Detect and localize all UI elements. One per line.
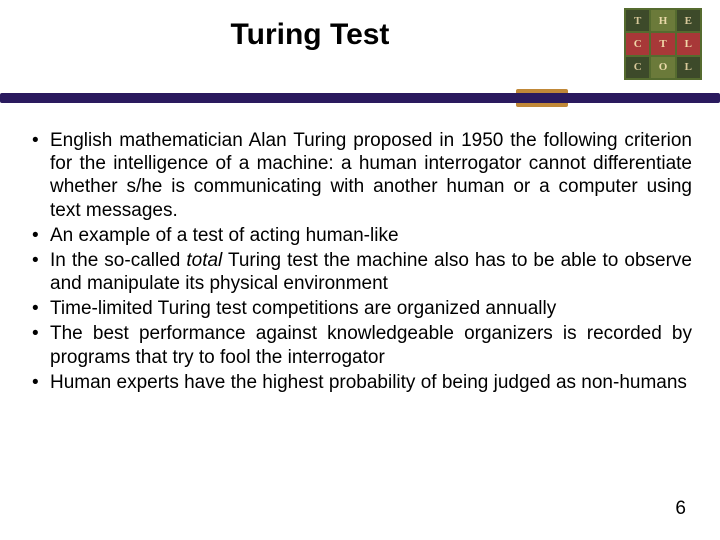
bullet-item: The best performance against knowledgeab… <box>28 322 692 368</box>
bullet-item: In the so-called total Turing test the m… <box>28 249 692 295</box>
logo-cell: C <box>626 57 649 78</box>
logo-cell: L <box>677 57 700 78</box>
logo-cell: E <box>677 10 700 31</box>
logo-cell: T <box>651 33 674 54</box>
divider <box>0 89 720 107</box>
bullet-text: An example of a test of acting human-lik… <box>50 225 399 246</box>
logo-cell: C <box>626 33 649 54</box>
bullet-item: Human experts have the highest probabili… <box>28 371 692 394</box>
divider-bar <box>0 93 720 103</box>
bullet-text: Human experts have the highest probabili… <box>50 372 687 393</box>
slide-header: Turing Test T H E C T L C O L <box>0 0 720 95</box>
slide-body: English mathematician Alan Turing propos… <box>0 107 720 394</box>
bullet-text-pre: In the so-called <box>50 250 186 271</box>
bullet-item: An example of a test of acting human-lik… <box>28 224 692 247</box>
bullet-list: English mathematician Alan Turing propos… <box>28 129 692 394</box>
bullet-item: Time-limited Turing test competitions ar… <box>28 297 692 320</box>
bullet-item: English mathematician Alan Turing propos… <box>28 129 692 222</box>
slide-title: Turing Test <box>0 18 720 52</box>
logo-cell: O <box>651 57 674 78</box>
bullet-text: The best performance against knowledgeab… <box>50 323 692 367</box>
bullet-text: Time-limited Turing test competitions ar… <box>50 298 556 319</box>
ctl-logo: T H E C T L C O L <box>624 8 702 80</box>
logo-cell: H <box>651 10 674 31</box>
logo-cell: T <box>626 10 649 31</box>
logo-cell: L <box>677 33 700 54</box>
page-number: 6 <box>675 498 686 520</box>
bullet-text-em: total <box>186 250 222 271</box>
bullet-text: English mathematician Alan Turing propos… <box>50 130 692 221</box>
